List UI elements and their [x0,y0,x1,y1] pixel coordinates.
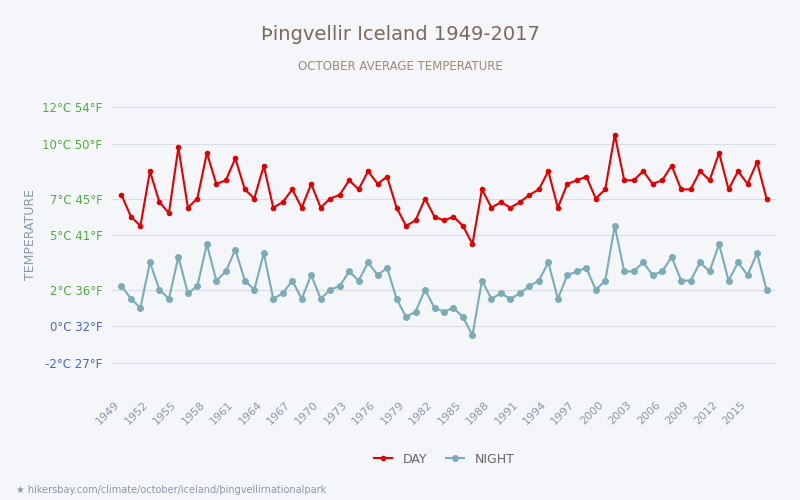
Line: DAY: DAY [119,132,769,246]
DAY [496,199,506,205]
Text: OCTOBER AVERAGE TEMPERATURE: OCTOBER AVERAGE TEMPERATURE [298,60,502,73]
DAY [240,186,250,192]
Legend: DAY, NIGHT: DAY, NIGHT [369,448,519,470]
NIGHT [117,283,126,289]
NIGHT [240,278,250,283]
DAY [752,159,762,165]
NIGHT [610,223,619,229]
NIGHT [752,250,762,256]
NIGHT [468,332,478,338]
NIGHT [164,296,174,302]
NIGHT [221,268,230,274]
DAY [117,192,126,198]
NIGHT [496,290,506,296]
Line: NIGHT: NIGHT [118,223,770,338]
DAY [762,196,771,202]
DAY [221,178,230,184]
DAY [164,210,174,216]
NIGHT [629,268,638,274]
DAY [629,178,638,184]
Y-axis label: TEMPERATURE: TEMPERATURE [25,190,38,280]
Text: Þingvellir Iceland 1949-2017: Þingvellir Iceland 1949-2017 [261,25,539,44]
DAY [468,241,478,247]
DAY [610,132,619,138]
Text: ★ hikersbay.com/climate/october/iceland/þingvellirnationalpark: ★ hikersbay.com/climate/october/iceland/… [16,485,326,495]
NIGHT [762,286,771,292]
